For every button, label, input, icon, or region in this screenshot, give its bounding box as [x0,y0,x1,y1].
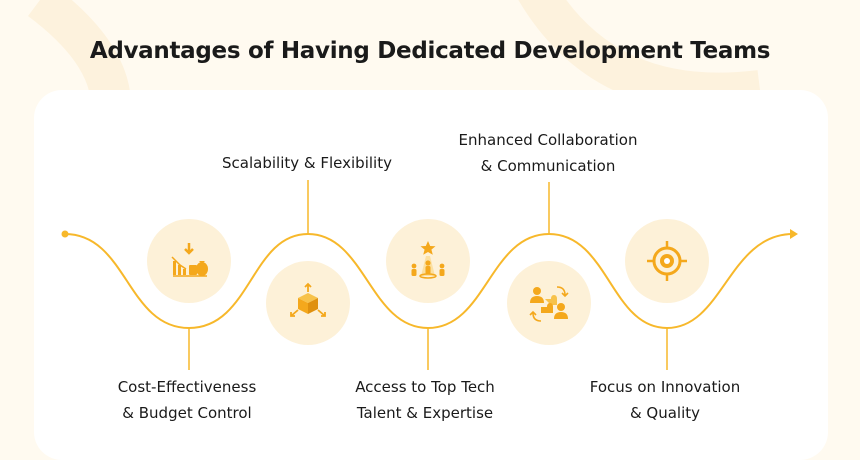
icon-circle-talent [386,219,470,303]
advantage-label-collaboration: Enhanced Collaboration & Communication [459,127,638,179]
cost-chart-icon [171,243,208,277]
advantage-label-line2: Talent & Expertise [356,404,494,422]
wave-end-arrow [790,229,798,239]
advantage-label-line1: Scalability & Flexibility [222,154,392,172]
target-icon [647,241,687,281]
timeline-wave [61,180,798,370]
icon-circle-scalability [266,261,350,345]
advantage-label-talent: Access to Top Tech Talent & Expertise [355,374,495,426]
advantage-label-cost: Cost-Effectiveness & Budget Control [118,374,257,426]
icon-circle-innovation [625,219,709,303]
icon-circle-cost [147,219,231,303]
advantage-label-line2: & Quality [629,404,701,422]
advantage-label-line1: Enhanced Collaboration [458,131,638,149]
wave-start-dot [61,230,69,238]
icon-circle-collaboration [507,261,591,345]
advantage-label-innovation: Focus on Innovation & Quality [590,374,740,426]
page-title: Advantages of Having Dedicated Developme… [89,38,771,64]
advantage-label-scalability: Scalability & Flexibility [222,150,392,176]
advantage-label-line1: Cost-Effectiveness [117,378,257,396]
talent-star-icon [411,241,445,279]
advantage-label-line1: Access to Top Tech [355,378,495,396]
advantage-label-line2: & Communication [480,157,616,175]
collaboration-puzzle-icon [529,286,569,322]
advantage-label-line2: & Budget Control [122,404,252,422]
advantage-label-line1: Focus on Innovation [589,378,741,396]
scalability-cube-icon [290,282,326,317]
